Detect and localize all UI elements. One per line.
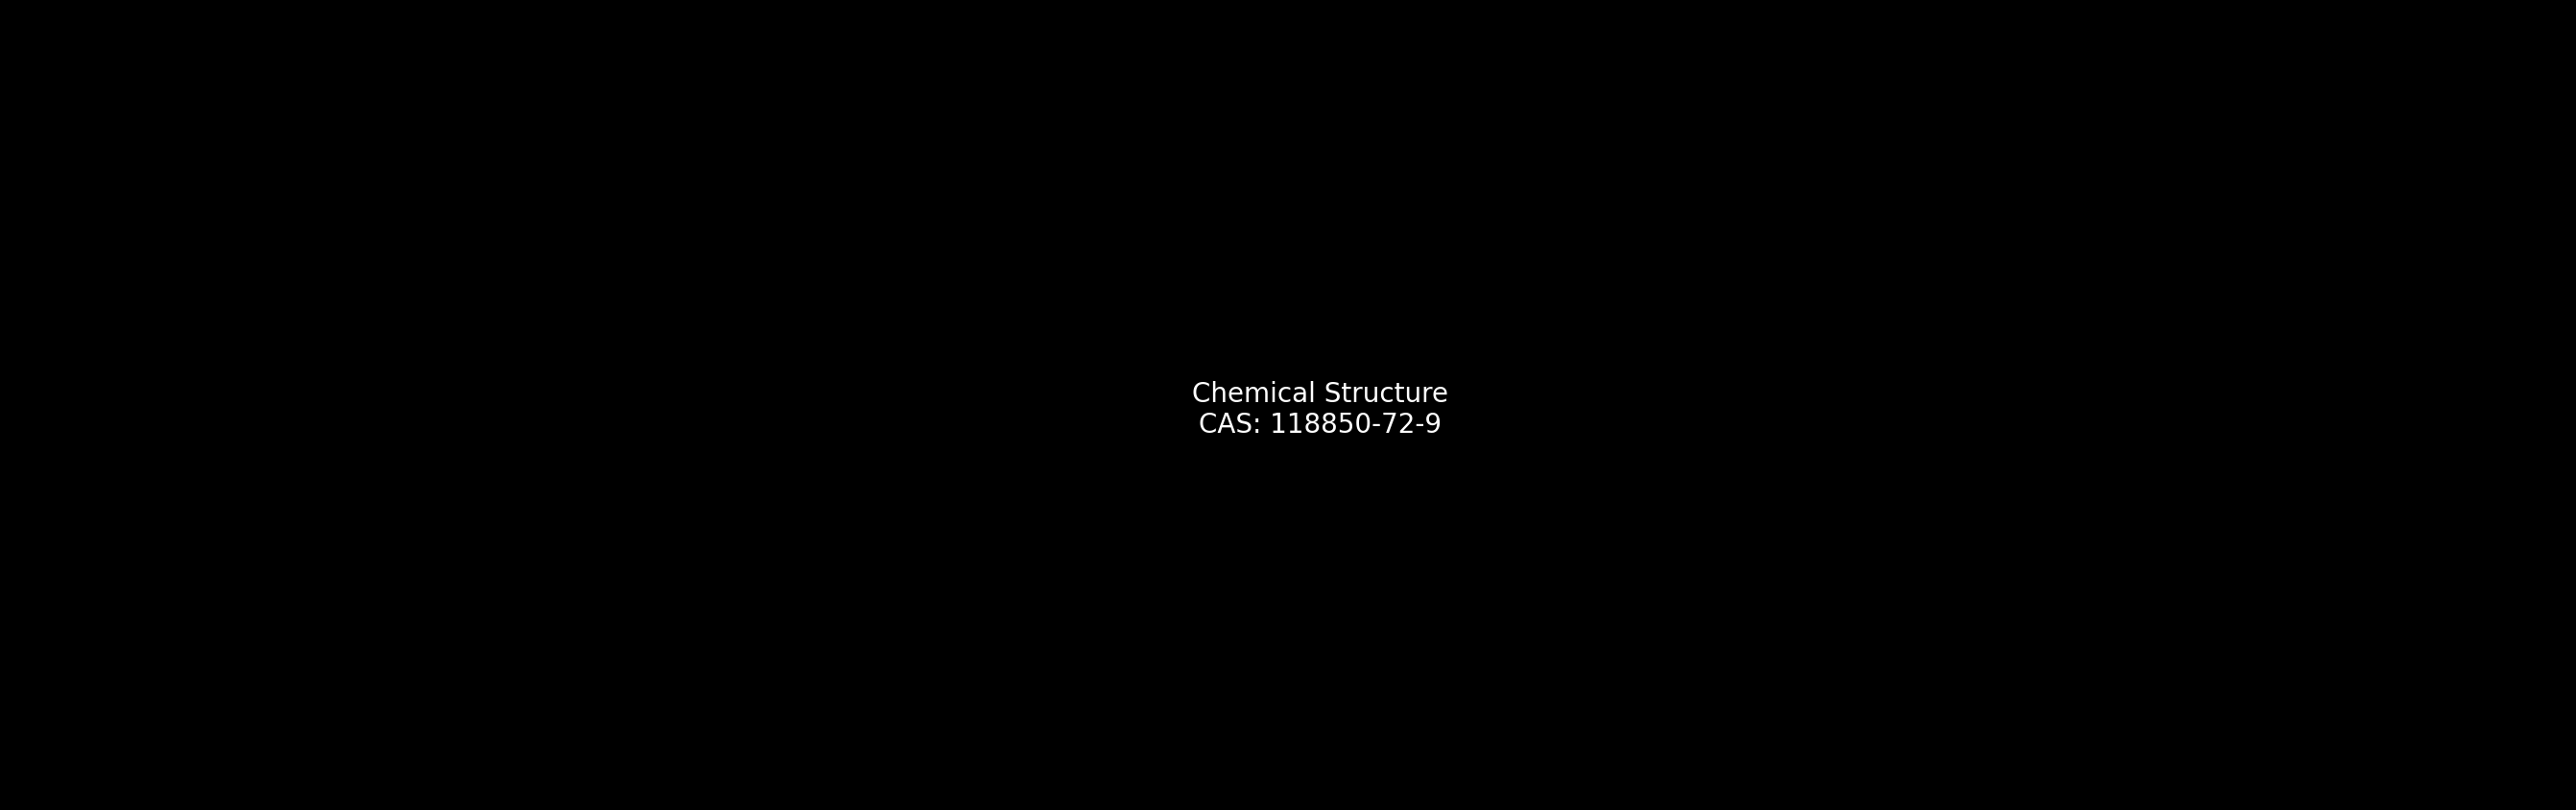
Text: Chemical Structure
CAS: 118850-72-9: Chemical Structure CAS: 118850-72-9 (1193, 380, 1448, 438)
